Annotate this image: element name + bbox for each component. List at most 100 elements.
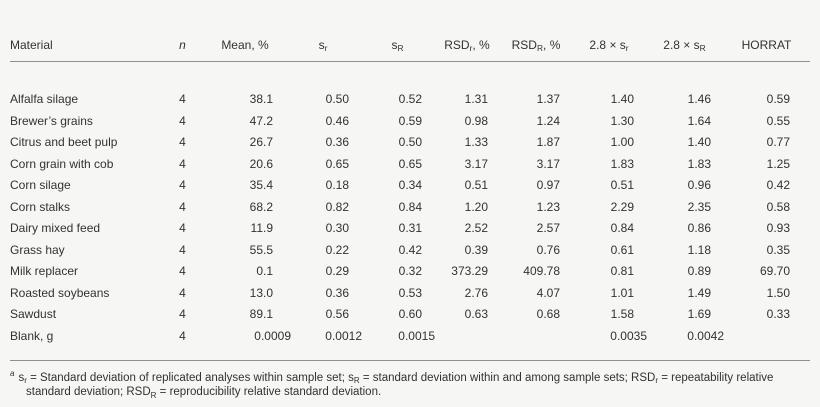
cell-rsdR: 3.17: [536, 156, 560, 171]
cell-horrat: 0.42: [766, 178, 790, 192]
cell-n: 4: [179, 113, 186, 128]
cell-material: Corn silage: [10, 178, 71, 192]
cell-28sR: 1.49: [687, 285, 711, 300]
cell-material: Grass hay: [10, 242, 65, 257]
cell-mean: 0.0009: [205, 324, 291, 361]
cell-mean: 0.1: [256, 264, 273, 278]
cell-rsdr: 373.29: [451, 264, 488, 278]
table-row: Roasted soybeans 4 13.0 0.36 0.53 2.76 4…: [10, 282, 810, 304]
cell-horrat: 0.59: [766, 92, 790, 106]
cell-rsdR: [500, 324, 572, 361]
cell-28sr: 1.01: [610, 285, 634, 300]
cell-horrat: [723, 324, 810, 361]
table-row: Brewer’s grains 4 47.2 0.46 0.59 0.98 1.…: [10, 110, 810, 132]
cell-horrat: 69.70: [759, 264, 790, 278]
cell-rsdr: 3.17: [464, 156, 488, 171]
table-row: Grass hay 4 55.5 0.22 0.42 0.39 0.76 0.6…: [10, 239, 810, 261]
cell-sr: 0.30: [325, 221, 349, 235]
table-header: Material n Mean, % sr sR RSDr, % RSDR, %…: [10, 0, 810, 62]
cell-28sR: 1.64: [687, 113, 711, 128]
cell-n: 4: [179, 242, 186, 257]
cell-n: 4: [179, 264, 186, 278]
cell-material: Alfalfa silage: [10, 92, 79, 106]
cell-sr: 0.82: [325, 199, 349, 214]
cell-rsdr: 1.31: [464, 92, 488, 106]
cell-sR: 0.65: [398, 156, 422, 171]
cell-sR: 0.52: [398, 92, 422, 106]
table-row: Alfalfa silage 4 38.1 0.50 0.52 1.31 1.3…: [10, 62, 810, 110]
cell-horrat: 0.35: [766, 242, 790, 257]
header-28sr: 2.8 × sr: [572, 0, 646, 62]
cell-sr: 0.46: [325, 113, 349, 128]
cell-n: 4: [179, 285, 186, 300]
cell-material: Dairy mixed feed: [10, 221, 101, 235]
table-row: Citrus and beet pulp 4 26.7 0.36 0.50 1.…: [10, 131, 810, 153]
cell-28sr: 1.58: [610, 307, 634, 321]
cell-sR: 0.84: [398, 199, 422, 214]
cell-rsdr: 2.76: [464, 285, 488, 300]
cell-rsdR: 1.87: [536, 135, 560, 149]
table-row: Corn grain with cob 4 20.6 0.65 0.65 3.1…: [10, 153, 810, 175]
cell-rsdR: 0.76: [536, 242, 560, 257]
cell-28sR: 1.46: [687, 92, 711, 106]
cell-mean: 89.1: [249, 307, 273, 321]
cell-n: 4: [179, 307, 186, 321]
cell-28sR: 0.89: [687, 264, 711, 278]
cell-horrat: 1.25: [766, 156, 790, 171]
cell-rsdr: 1.20: [464, 199, 488, 214]
cell-28sr: 0.0035: [572, 324, 647, 361]
cell-rsdr: 2.52: [464, 221, 488, 235]
cell-mean: 38.1: [249, 92, 273, 106]
cell-material: Corn stalks: [10, 199, 71, 214]
cell-horrat: 0.58: [766, 199, 790, 214]
table-row: Blank, g 4 0.0009 0.0012 0.0015 0.0035 0…: [10, 324, 810, 361]
cell-28sR: 1.18: [687, 242, 711, 257]
cell-28sr: 1.83: [610, 156, 634, 171]
cell-sR: 0.59: [398, 113, 422, 128]
table-footnote: a sr = Standard deviation of replicated a…: [10, 368, 774, 400]
cell-sr: 0.50: [325, 92, 349, 106]
cell-material: Brewer’s grains: [10, 113, 93, 128]
cell-mean: 35.4: [249, 178, 273, 192]
cell-material: Milk replacer: [10, 264, 79, 278]
table-row: Corn stalks 4 68.2 0.82 0.84 1.20 1.23 2…: [10, 196, 810, 218]
table-row: Sawdust 4 89.1 0.56 0.60 0.63 0.68 1.58 …: [10, 303, 810, 325]
cell-rsdR: 0.68: [536, 307, 560, 321]
cell-n: 4: [179, 178, 186, 192]
cell-sr: 0.65: [325, 156, 349, 171]
cell-material: Blank, g: [10, 324, 160, 361]
table-row: Corn silage 4 35.4 0.18 0.34 0.51 0.97 0…: [10, 174, 810, 196]
cell-rsdr: 1.33: [464, 135, 488, 149]
cell-horrat: 0.77: [766, 135, 790, 149]
cell-rsdr: 0.51: [464, 178, 488, 192]
cell-horrat: 0.55: [766, 113, 790, 128]
cell-28sR: 2.35: [687, 199, 711, 214]
header-sr: sr: [285, 0, 361, 62]
cell-sR: 0.34: [398, 178, 422, 192]
cell-sR: 0.31: [398, 221, 422, 235]
cell-sR: 0.32: [398, 264, 422, 278]
cell-rsdR: 0.97: [536, 178, 560, 192]
cell-rsdr: [434, 324, 500, 361]
cell-sr: 0.0012: [285, 324, 362, 361]
cell-sr: 0.36: [325, 135, 349, 149]
cell-mean: 11.9: [250, 221, 273, 235]
cell-28sR: 1.69: [687, 307, 711, 321]
cell-n: 4: [179, 135, 186, 149]
header-row: Material n Mean, % sr sR RSDr, % RSDR, %…: [10, 0, 810, 62]
cell-mean: 47.2: [249, 113, 273, 128]
cell-material: Citrus and beet pulp: [10, 135, 118, 149]
cell-mean: 55.5: [249, 242, 273, 257]
footnote-marker: a: [10, 368, 15, 378]
cell-sr: 0.36: [325, 285, 349, 300]
cell-rsdR: 4.07: [536, 285, 560, 300]
cell-28sr: 1.00: [610, 135, 634, 149]
cell-sr: 0.29: [325, 264, 349, 278]
cell-sr: 0.22: [325, 242, 349, 257]
cell-28sr: 0.61: [610, 242, 634, 257]
cell-28sr: 0.51: [610, 178, 634, 192]
cell-mean: 13.0: [249, 285, 273, 300]
cell-mean: 26.7: [249, 135, 273, 149]
cell-n: 4: [179, 156, 186, 171]
cell-rsdR: 2.57: [536, 221, 560, 235]
